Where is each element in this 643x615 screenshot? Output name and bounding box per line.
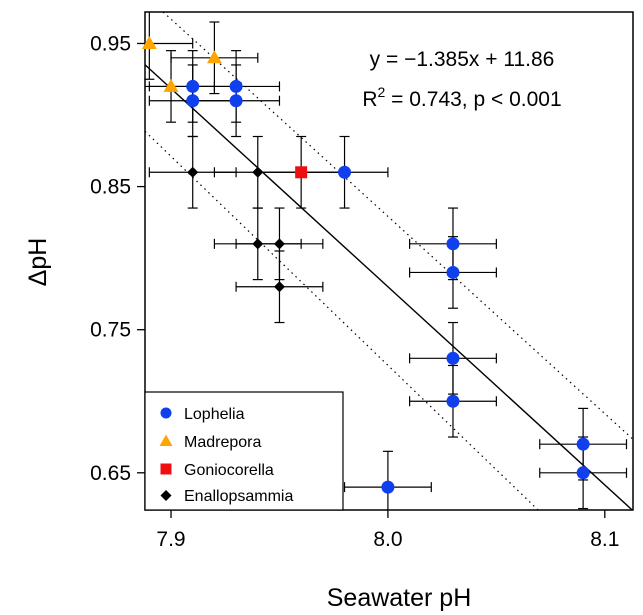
y-axis-title: ΔpH xyxy=(24,238,52,287)
legend-marker-goniocorella xyxy=(160,463,172,475)
lophelia-point xyxy=(186,94,200,108)
r-squared-value: = 0.743, p < 0.001 xyxy=(385,88,561,111)
legend-marker-lophelia xyxy=(160,407,172,419)
legend-marker-madrepora xyxy=(159,434,173,446)
error-bar xyxy=(145,50,216,123)
x-tick-label: 8.1 xyxy=(590,528,619,551)
x-tick-label: 8.0 xyxy=(373,528,402,551)
plot-frame xyxy=(144,11,634,511)
lophelia-point xyxy=(446,351,460,365)
y-tick-label: 0.85 xyxy=(90,176,131,199)
x-axis: 7.9 8.0 8.1 xyxy=(156,510,619,551)
legend-label-lophelia: Lophelia xyxy=(184,406,245,423)
madrepora-point xyxy=(206,50,222,64)
ci-upper-line xyxy=(162,11,634,440)
lophelia-point xyxy=(186,79,200,93)
x-axis-title: Seawater pH xyxy=(327,584,472,612)
lophelia-point xyxy=(446,237,460,251)
enallopsammia-point xyxy=(273,281,285,293)
enallopsammia-point xyxy=(252,166,264,178)
legend-marker-enallopsammia xyxy=(160,490,172,501)
lophelia-point xyxy=(446,394,460,408)
lophelia-point xyxy=(338,165,352,179)
lophelia-point xyxy=(229,94,243,108)
goniocorella-point xyxy=(295,166,308,179)
legend-label-goniocorella: Goniocorella xyxy=(184,462,274,479)
lophelia-point xyxy=(229,79,243,93)
enallopsammia-point xyxy=(273,238,285,250)
enallopsammia-point xyxy=(187,166,199,178)
y-tick-label: 0.65 xyxy=(90,462,131,485)
data-points xyxy=(141,35,590,494)
regression-line-path xyxy=(144,64,633,511)
legend-label-enallopsammia: Enallopsammia xyxy=(184,488,293,505)
y-tick-label: 0.75 xyxy=(90,319,131,342)
y-tick-label: 0.95 xyxy=(90,32,131,55)
lophelia-point xyxy=(381,480,395,494)
equation-label: y = −1.385x + 11.86 xyxy=(370,48,555,71)
madrepora-point xyxy=(141,35,157,49)
x-tick-label: 7.9 xyxy=(156,528,185,551)
madrepora-point xyxy=(163,78,179,92)
y-axis: 0.95 0.85 0.75 0.65 xyxy=(90,32,145,485)
r-squared-symbol: R xyxy=(362,88,377,111)
legend-box xyxy=(144,391,344,511)
lophelia-point xyxy=(446,265,460,279)
legend: Lophelia Madrepora Goniocorella Enallops… xyxy=(144,391,344,511)
r-squared-superscript: 2 xyxy=(378,84,386,100)
lophelia-point xyxy=(576,466,590,480)
regression-line xyxy=(144,64,633,511)
enallopsammia-point xyxy=(252,238,264,250)
r-squared-label: R2 = 0.743, p < 0.001 xyxy=(362,84,561,111)
lophelia-point xyxy=(576,437,590,451)
legend-label-madrepora: Madrepora xyxy=(184,434,261,451)
